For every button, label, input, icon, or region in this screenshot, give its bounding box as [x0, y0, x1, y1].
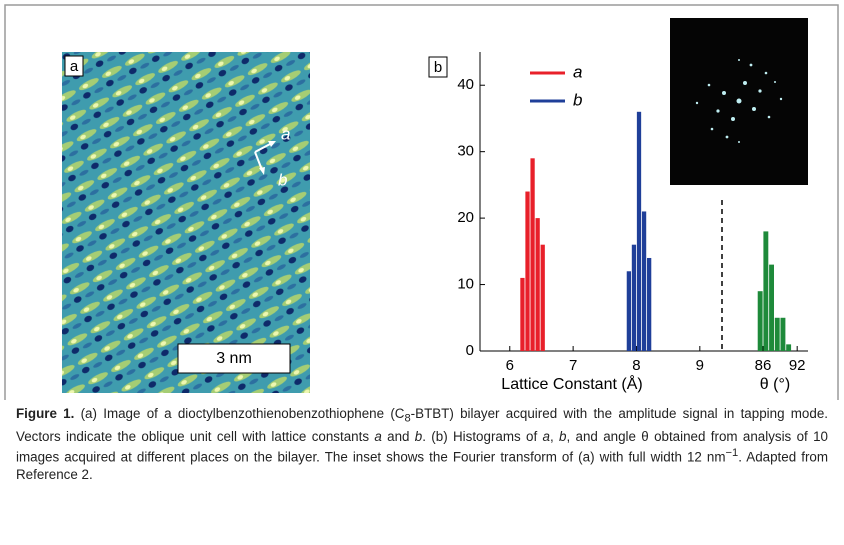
y-tick-label: 40	[457, 76, 474, 93]
panel-label-box	[64, 55, 84, 77]
legend-label: b	[573, 90, 582, 109]
histogram-bar	[520, 277, 525, 351]
histogram-bar	[769, 264, 774, 351]
histogram-bar	[525, 191, 530, 351]
figure-border	[4, 4, 839, 400]
scale-bar-label: 3 nm	[216, 350, 252, 367]
histogram-bar	[540, 244, 545, 351]
vector-label: a	[281, 124, 290, 143]
x-tick-label: 7	[569, 357, 577, 374]
caption-text: . Adapted from Reference 2.	[16, 449, 828, 482]
x-tick-label: 6	[506, 357, 514, 374]
caption-text: and	[381, 428, 415, 444]
x-tick-label: 8	[632, 357, 640, 374]
y-tick-label: 20	[457, 209, 474, 226]
figure: a a b 3 nm b Lattice Constant (Å) θ (°) …	[4, 4, 839, 400]
histogram-bar	[786, 344, 792, 351]
x2-tick-label: 86	[755, 357, 772, 374]
fft-inset	[670, 18, 808, 185]
y-tick-label: 10	[457, 276, 474, 293]
histogram-bar	[636, 111, 642, 351]
histogram-bar	[757, 291, 763, 351]
histogram-bar	[780, 317, 786, 351]
y-tick-label: 30	[457, 143, 474, 160]
histogram-bar	[774, 317, 780, 351]
caption-italic: b	[559, 428, 567, 444]
histogram-bar	[763, 231, 769, 351]
caption-text: -BTBT) bilayer acquired with the amplitu…	[16, 406, 828, 444]
histogram-bar	[647, 257, 652, 351]
caption-italic: b	[414, 428, 423, 444]
caption: Figure 1. (a) Image of a dioctylbenzothi…	[16, 405, 828, 483]
caption-label: Figure 1.	[16, 406, 75, 421]
histogram-bar	[641, 211, 647, 351]
panel-label: a	[70, 58, 79, 75]
unit-cell-vectors	[254, 141, 276, 175]
caption-subscript: 8	[404, 412, 411, 425]
histogram-bar	[530, 158, 535, 351]
x-tick-label: 9	[696, 357, 704, 374]
caption-italic: a	[542, 428, 550, 444]
caption-text: ,	[549, 428, 560, 444]
panel-label-box	[428, 56, 448, 78]
legend-label: a	[573, 62, 582, 81]
caption-superscript: −1	[725, 447, 739, 460]
caption-text: , and angle θ obtained from analysis of …	[16, 428, 828, 465]
panel-label: b	[434, 59, 442, 76]
x2-tick-label: 92	[789, 357, 806, 374]
x-axis-label: Lattice Constant (Å)	[501, 374, 642, 393]
x2-axis-label: θ (°)	[760, 376, 790, 393]
vector-label: b	[278, 170, 287, 189]
caption-italic: a	[374, 428, 382, 444]
caption-text: . (b) Histograms of	[422, 428, 543, 444]
scale-bar	[177, 343, 291, 374]
y-tick-label: 0	[466, 342, 474, 359]
caption-text: (a) Image of a dioctylbenzothienobenzoth…	[74, 406, 405, 421]
histogram-bar	[626, 271, 632, 351]
afm-image	[62, 52, 310, 393]
histogram-bar	[535, 218, 540, 351]
histogram-bar	[631, 244, 637, 351]
